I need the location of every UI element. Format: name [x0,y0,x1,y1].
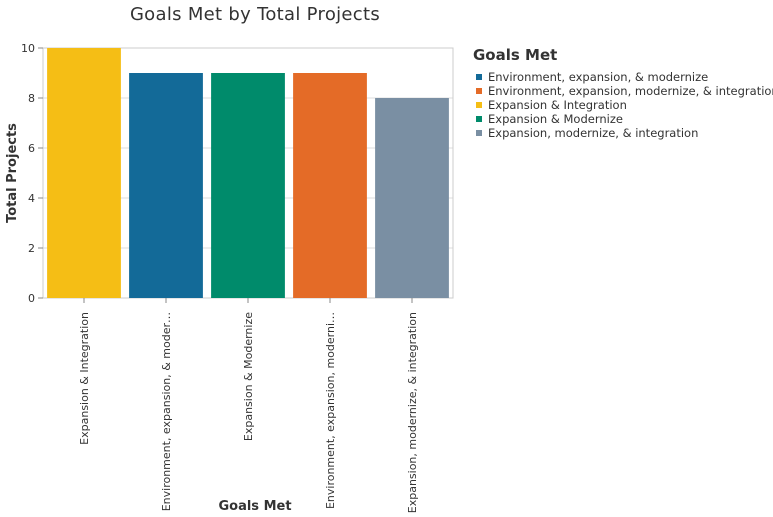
bars [47,48,449,298]
bar-3 [293,73,367,298]
bar-4 [375,98,449,298]
legend-swatch-0 [476,74,482,80]
legend: Goals Met Environment, expansion, & mode… [473,46,773,140]
y-axis-title: Total Projects [5,123,20,223]
x-tick-label-3: Environment, expansion, moderni… [324,312,337,509]
y-axis: 0 2 4 6 8 10 [21,42,43,305]
legend-label-4: Expansion, modernize, & integration [488,126,698,140]
legend-label-1: Environment, expansion, modernize, & int… [488,84,773,98]
y-tick-label-0: 0 [28,292,35,305]
legend-swatch-1 [476,88,482,94]
x-tick-label-1: Environment, expansion, & moder… [160,312,173,511]
y-tick-label-2: 4 [28,192,35,205]
legend-swatch-3 [476,116,482,122]
x-axis: Expansion & Integration Environment, expa… [78,298,419,513]
x-tick-label-4: Expansion, modernize, & integration [406,312,419,513]
bar-2 [211,73,285,298]
y-tick-label-3: 6 [28,142,35,155]
y-tick-label-5: 10 [21,42,35,55]
legend-swatch-2 [476,102,482,108]
x-axis-title: Goals Met [218,499,291,514]
bar-0 [47,48,121,298]
bar-1 [129,73,203,298]
chart-title: Goals Met by Total Projects [130,4,380,25]
y-tick-label-1: 2 [28,242,35,255]
legend-swatch-4 [476,130,482,136]
legend-title: Goals Met [473,46,557,64]
legend-items: Environment, expansion, & modernizeEnvir… [476,70,773,140]
legend-label-2: Expansion & Integration [488,98,627,112]
y-tick-label-4: 8 [28,92,35,105]
legend-label-0: Environment, expansion, & modernize [488,70,708,84]
x-tick-label-0: Expansion & Integration [78,312,91,445]
x-tick-label-2: Expansion & Modernize [242,312,255,441]
legend-label-3: Expansion & Modernize [488,112,623,126]
